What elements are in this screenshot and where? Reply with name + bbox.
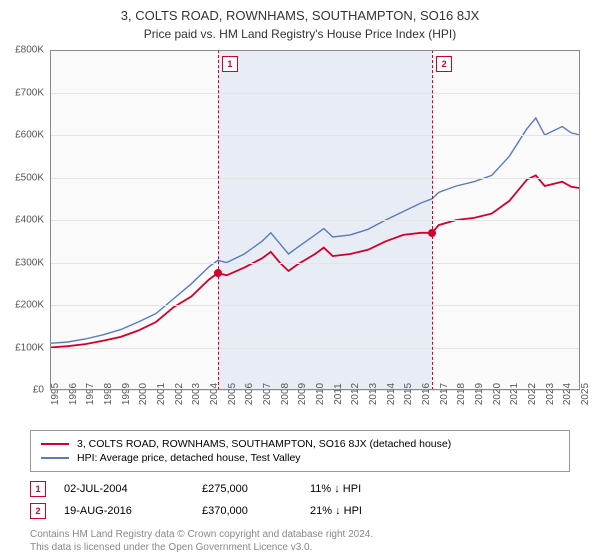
- sale-point: [428, 229, 436, 237]
- x-axis-label: 2015: [403, 383, 414, 405]
- transaction-marker: 2: [30, 503, 46, 519]
- y-axis-label: £400K: [0, 215, 44, 226]
- x-axis-label: 2024: [562, 383, 573, 405]
- gridline: [50, 263, 580, 264]
- transaction-row: 2 19-AUG-2016 £370,000 21% ↓ HPI: [30, 500, 570, 522]
- y-axis-label: £200K: [0, 300, 44, 311]
- transaction-diff: 21% ↓ HPI: [310, 505, 400, 517]
- series-line-hpi: [50, 118, 580, 343]
- gridline: [50, 220, 580, 221]
- legend-label: HPI: Average price, detached house, Test…: [77, 452, 301, 464]
- x-axis-label: 2014: [386, 383, 397, 405]
- y-axis-label: £500K: [0, 172, 44, 183]
- sale-marker: 2: [436, 56, 452, 72]
- gridline: [50, 135, 580, 136]
- legend-item: HPI: Average price, detached house, Test…: [41, 451, 559, 465]
- x-axis-label: 2003: [191, 383, 202, 405]
- legend-swatch: [41, 443, 69, 445]
- x-axis-label: 2017: [439, 383, 450, 405]
- sale-marker: 1: [222, 56, 238, 72]
- transaction-row: 1 02-JUL-2004 £275,000 11% ↓ HPI: [30, 478, 570, 500]
- transaction-diff: 11% ↓ HPI: [310, 483, 400, 495]
- y-axis-label: £600K: [0, 130, 44, 141]
- y-axis-label: £0: [0, 385, 44, 396]
- x-axis-label: 2013: [368, 383, 379, 405]
- x-axis-label: 2005: [227, 383, 238, 405]
- transactions-table: 1 02-JUL-2004 £275,000 11% ↓ HPI 2 19-AUG-201…: [30, 478, 570, 522]
- transaction-price: £275,000: [202, 483, 292, 495]
- x-axis-label: 1995: [50, 383, 61, 405]
- chart-legend: 3, COLTS ROAD, ROWNHAMS, SOUTHAMPTON, SO…: [30, 430, 570, 472]
- y-axis-label: £700K: [0, 87, 44, 98]
- transaction-date: 02-JUL-2004: [64, 483, 184, 495]
- y-axis-label: £800K: [0, 45, 44, 56]
- x-axis-label: 2018: [456, 383, 467, 405]
- sale-point: [214, 269, 222, 277]
- x-axis-label: 2010: [315, 383, 326, 405]
- gridline: [50, 93, 580, 94]
- x-axis-label: 1999: [121, 383, 132, 405]
- transaction-marker: 1: [30, 481, 46, 497]
- x-axis-label: 2001: [156, 383, 167, 405]
- legend-label: 3, COLTS ROAD, ROWNHAMS, SOUTHAMPTON, SO…: [77, 438, 451, 450]
- legend-item: 3, COLTS ROAD, ROWNHAMS, SOUTHAMPTON, SO…: [41, 437, 559, 451]
- gridline: [50, 305, 580, 306]
- x-axis-label: 2021: [509, 383, 520, 405]
- x-axis-label: 2023: [545, 383, 556, 405]
- x-axis-label: 2020: [492, 383, 503, 405]
- x-axis-label: 2016: [421, 383, 432, 405]
- x-axis-label: 1997: [85, 383, 96, 405]
- legend-swatch: [41, 457, 69, 459]
- sale-date-line: [218, 50, 219, 390]
- transaction-price: £370,000: [202, 505, 292, 517]
- x-axis-label: 2012: [350, 383, 361, 405]
- attribution-line: This data is licensed under the Open Gov…: [30, 541, 570, 554]
- x-axis-label: 1998: [103, 383, 114, 405]
- gridline: [50, 348, 580, 349]
- x-axis-label: 2009: [297, 383, 308, 405]
- x-axis-label: 2019: [474, 383, 485, 405]
- x-axis-label: 2006: [244, 383, 255, 405]
- x-axis-label: 2007: [262, 383, 273, 405]
- price-chart: £0£100K£200K£300K£400K£500K£600K£700K£80…: [50, 50, 580, 390]
- x-axis-label: 2025: [580, 383, 591, 405]
- y-axis-label: £300K: [0, 257, 44, 268]
- page-title: 3, COLTS ROAD, ROWNHAMS, SOUTHAMPTON, SO…: [0, 0, 600, 23]
- gridline: [50, 178, 580, 179]
- x-axis-label: 2002: [174, 383, 185, 405]
- gridline: [50, 50, 580, 51]
- x-axis-label: 2022: [527, 383, 538, 405]
- page-subtitle: Price paid vs. HM Land Registry's House …: [0, 23, 600, 41]
- attribution-line: Contains HM Land Registry data © Crown c…: [30, 528, 570, 541]
- sale-date-line: [432, 50, 433, 390]
- x-axis-label: 1996: [68, 383, 79, 405]
- series-line-property: [50, 175, 580, 347]
- x-axis-label: 2011: [333, 383, 344, 405]
- y-axis-label: £100K: [0, 342, 44, 353]
- x-axis-label: 2008: [280, 383, 291, 405]
- attribution-text: Contains HM Land Registry data © Crown c…: [30, 528, 570, 554]
- transaction-date: 19-AUG-2016: [64, 505, 184, 517]
- x-axis-label: 2000: [138, 383, 149, 405]
